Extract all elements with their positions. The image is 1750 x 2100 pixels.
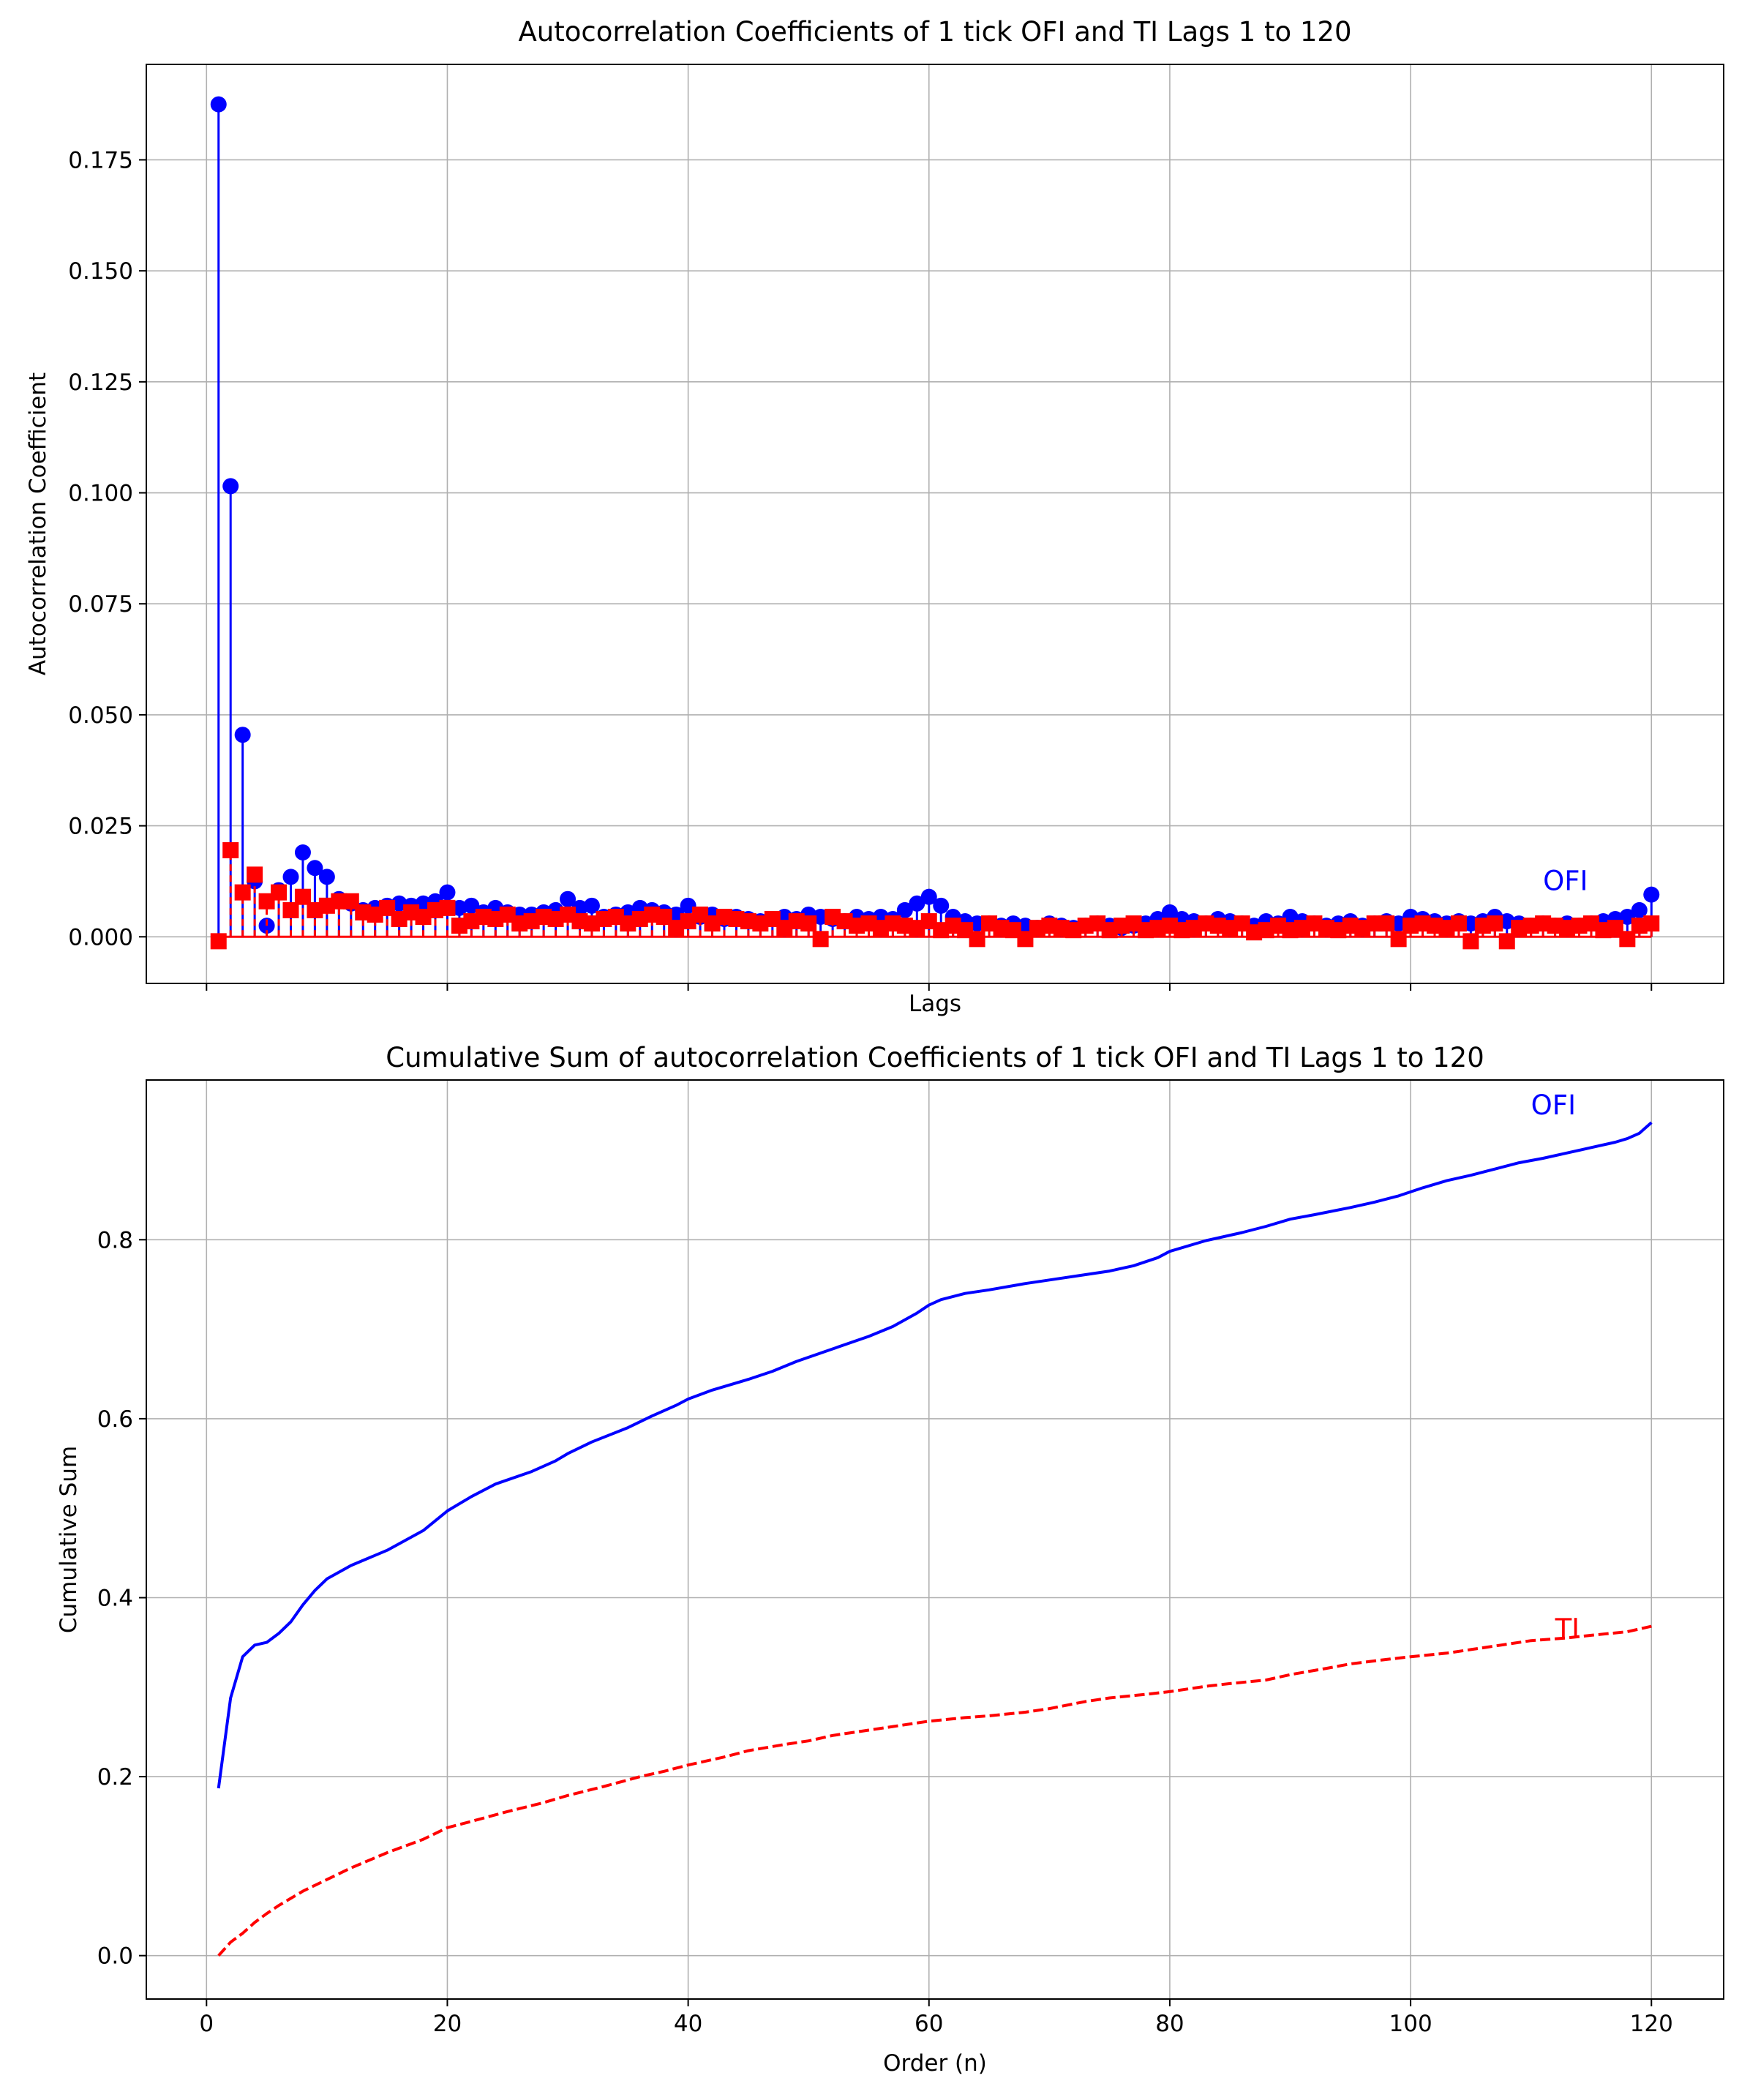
stem-marker	[1487, 915, 1503, 932]
stem-marker	[294, 888, 311, 905]
stem-marker	[969, 931, 985, 948]
y-tick-label: 0.2	[97, 1764, 133, 1790]
stem-marker	[307, 860, 323, 877]
stem-marker	[271, 884, 288, 901]
stem-marker	[909, 895, 925, 912]
stem-marker	[282, 901, 299, 918]
stem-marker	[294, 844, 311, 861]
y-axis-label: Autocorrelation Coefficient	[25, 372, 51, 675]
x-tick-label: 40	[674, 2011, 702, 2037]
y-tick-label: 0.6	[97, 1406, 133, 1433]
acf-stem-chart: Autocorrelation Coefficients of 1 tick O…	[25, 16, 1724, 1017]
series-annotation: OFI	[1543, 866, 1588, 897]
stem-marker	[1390, 931, 1407, 948]
stem-marker	[210, 933, 227, 950]
chart-title: Cumulative Sum of autocorrelation Coeffi…	[386, 1042, 1484, 1073]
stem-marker	[222, 478, 239, 495]
stem-marker	[1631, 901, 1648, 918]
stem-marker	[1643, 915, 1660, 932]
stem-marker	[933, 897, 950, 914]
stem-marker	[896, 901, 913, 918]
stem-marker	[920, 888, 937, 905]
stem-marker	[318, 869, 335, 885]
stem-marker	[1619, 931, 1636, 948]
y-tick-label: 0.125	[68, 370, 133, 396]
y-tick-label: 0.150	[68, 258, 133, 285]
series-line-ti	[217, 1624, 1652, 1957]
y-tick-label: 0.000	[68, 924, 133, 950]
stem-marker	[812, 931, 829, 948]
stem-marker	[1498, 933, 1515, 950]
x-axis-label: Order (n)	[883, 2050, 987, 2077]
stem-marker	[210, 96, 227, 113]
stem-marker	[1161, 904, 1178, 920]
x-tick-label: 0	[199, 2011, 214, 2037]
stem-marker	[439, 884, 456, 901]
y-tick-label: 0.0	[97, 1943, 133, 1970]
cumulative-sum-chart: Cumulative Sum of autocorrelation Coeffi…	[56, 1042, 1724, 2077]
stem-marker	[439, 899, 456, 916]
x-tick-label: 60	[915, 2011, 943, 2037]
y-tick-label: 0.175	[68, 147, 133, 173]
x-tick-label: 20	[433, 2011, 462, 2037]
stem-marker	[234, 884, 251, 901]
plot-frame	[146, 1079, 1724, 2000]
x-tick-label: 120	[1630, 2011, 1673, 2037]
stem-marker	[1462, 933, 1479, 950]
series-ti	[210, 841, 1660, 950]
plot-frame	[146, 64, 1724, 984]
y-axis-label: Cumulative Sum	[56, 1446, 82, 1633]
y-tick-label: 0.100	[68, 481, 133, 507]
y-tick-label: 0.8	[97, 1227, 133, 1253]
y-tick-label: 0.075	[68, 591, 133, 618]
stem-marker	[1643, 886, 1660, 903]
stem-marker	[247, 866, 263, 883]
x-axis-label: Lags	[909, 991, 961, 1017]
chart-title: Autocorrelation Coefficients of 1 tick O…	[519, 16, 1352, 48]
x-tick-label: 80	[1155, 2011, 1184, 2037]
y-tick-label: 0.4	[97, 1585, 133, 1611]
stem-marker	[583, 897, 600, 914]
stem-marker	[234, 727, 251, 743]
y-tick-label: 0.025	[68, 814, 133, 840]
series-annotation: TI	[1555, 1613, 1580, 1645]
x-tick-label: 100	[1389, 2011, 1432, 2037]
stem-marker	[560, 890, 577, 907]
series-annotation: OFI	[1531, 1090, 1576, 1121]
stem-marker	[1378, 915, 1395, 932]
y-tick-label: 0.050	[68, 702, 133, 729]
stem-marker	[282, 869, 299, 885]
series-line-ofi	[217, 1121, 1653, 1789]
stem-marker	[1450, 915, 1467, 932]
stem-marker	[800, 915, 817, 932]
stem-marker	[222, 841, 239, 858]
